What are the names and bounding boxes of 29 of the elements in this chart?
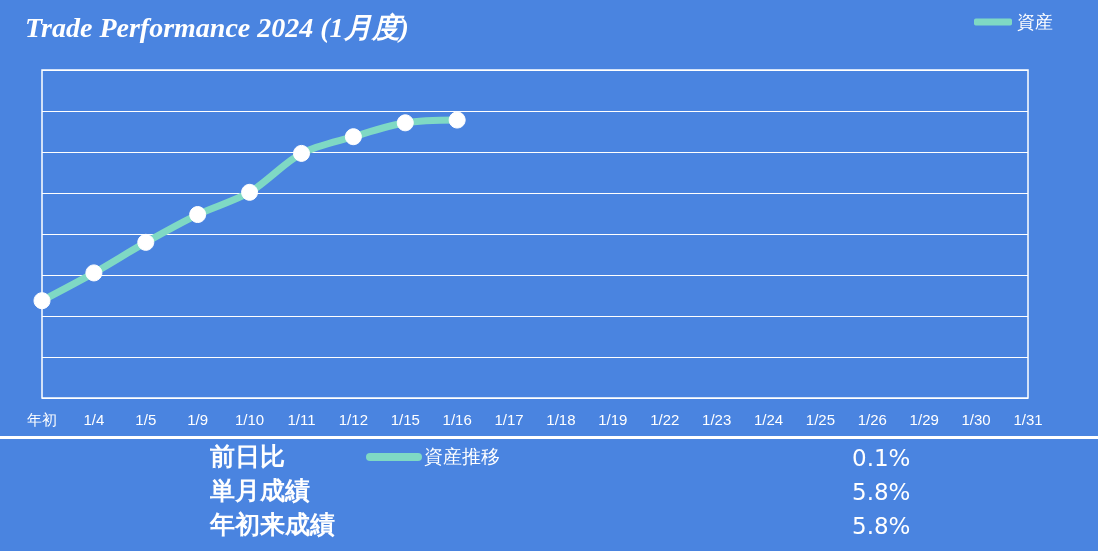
text: 5.8% [852,478,911,507]
x-tick-label: 1/9 [187,411,209,428]
chart-title: Trade Performance 2024 (1月度) [25,11,409,43]
text: 5.8% [852,512,911,541]
x-tick-label: 1/5 [135,411,157,428]
x-tick-label: 1/11 [287,411,316,428]
x-tick-label: 1/19 [598,411,628,428]
text: 資産推移 [424,444,500,469]
text: 0.1% [852,444,911,473]
x-tick-label: 1/10 [234,411,265,428]
x-tick-label: 1/22 [650,411,680,428]
text: 単月成績 [210,475,310,507]
x-tick-label: 1/16 [442,411,472,428]
x-tick-label: 1/12 [338,411,368,428]
x-tick-label: 1/25 [805,411,836,428]
x-tick-label: 1/23 [702,411,732,428]
x-tick-label: 1/4 [83,411,105,428]
x-tick-label: 1/31 [1013,411,1043,428]
x-tick-label: 1/26 [857,411,887,428]
x-tick-label: 1/24 [753,411,784,428]
x-tick-label: 1/29 [909,411,939,428]
x-tick-label: 1/15 [390,411,420,428]
text: 前日比 [210,441,285,473]
x-tick-label: 1/18 [546,411,576,428]
x-tick-label: 1/17 [494,411,524,428]
legend-label: 資産 [1017,12,1053,32]
text: 年初来成績 [210,509,335,541]
x-tick-label: 1/30 [961,411,991,428]
x-tick-label: 年初 [27,411,57,428]
